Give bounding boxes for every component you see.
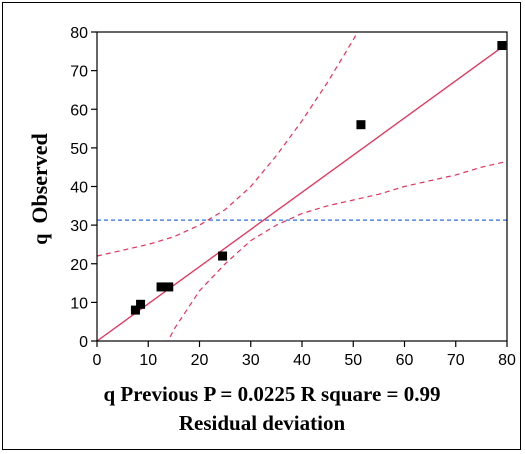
y-tick-label: 50 <box>70 141 88 158</box>
y-axis-label-main: Observed <box>27 133 52 223</box>
figure-frame: 0 10 20 30 40 50 60 70 80 0 10 20 30 40 50 60 70 80 q Ob… <box>2 2 521 450</box>
data-point <box>156 282 166 292</box>
y-tick-label: 30 <box>70 218 88 235</box>
x-axis-ticks: 0 10 20 30 40 50 60 70 80 <box>93 341 516 369</box>
y-tick-label: 0 <box>79 334 88 351</box>
x-tick-label: 0 <box>93 352 102 369</box>
x-tick-label: 30 <box>242 352 260 369</box>
scatter-chart: 0 10 20 30 40 50 60 70 80 0 10 20 30 40 50 60 70 80 q Ob… <box>27 25 516 435</box>
data-point <box>164 282 174 292</box>
data-point <box>130 305 140 315</box>
x-tick-label: 50 <box>344 352 362 369</box>
x-tick-label: 70 <box>447 352 465 369</box>
x-axis-label-line1: q Previous P = 0.0225 R square = 0.99 <box>103 382 440 406</box>
data-point <box>356 120 366 130</box>
y-axis-ticks: 0 10 20 30 40 50 60 70 80 <box>70 25 97 351</box>
x-tick-label: 60 <box>396 352 414 369</box>
x-tick-label: 80 <box>498 352 516 369</box>
fit-line <box>97 43 507 341</box>
y-tick-label: 10 <box>70 295 88 312</box>
plot-area <box>97 32 507 341</box>
y-tick-label: 60 <box>70 102 88 119</box>
x-tick-label: 10 <box>139 352 157 369</box>
data-point <box>136 299 146 309</box>
data-point <box>218 251 228 261</box>
plot-border <box>96 31 508 342</box>
x-tick-label: 40 <box>293 352 311 369</box>
confidence-curve-lower <box>167 160 507 341</box>
y-tick-label: 70 <box>70 64 88 81</box>
y-axis-label: q Observed <box>27 133 52 245</box>
y-tick-label: 40 <box>70 180 88 197</box>
y-tick-label: 80 <box>70 25 88 42</box>
y-axis-label-prefix: q <box>30 234 52 245</box>
x-axis-label-line2: Residual deviation <box>179 411 346 435</box>
confidence-curve-upper <box>97 32 359 257</box>
data-point <box>497 41 507 51</box>
y-tick-label: 20 <box>70 257 88 274</box>
x-tick-label: 20 <box>191 352 209 369</box>
